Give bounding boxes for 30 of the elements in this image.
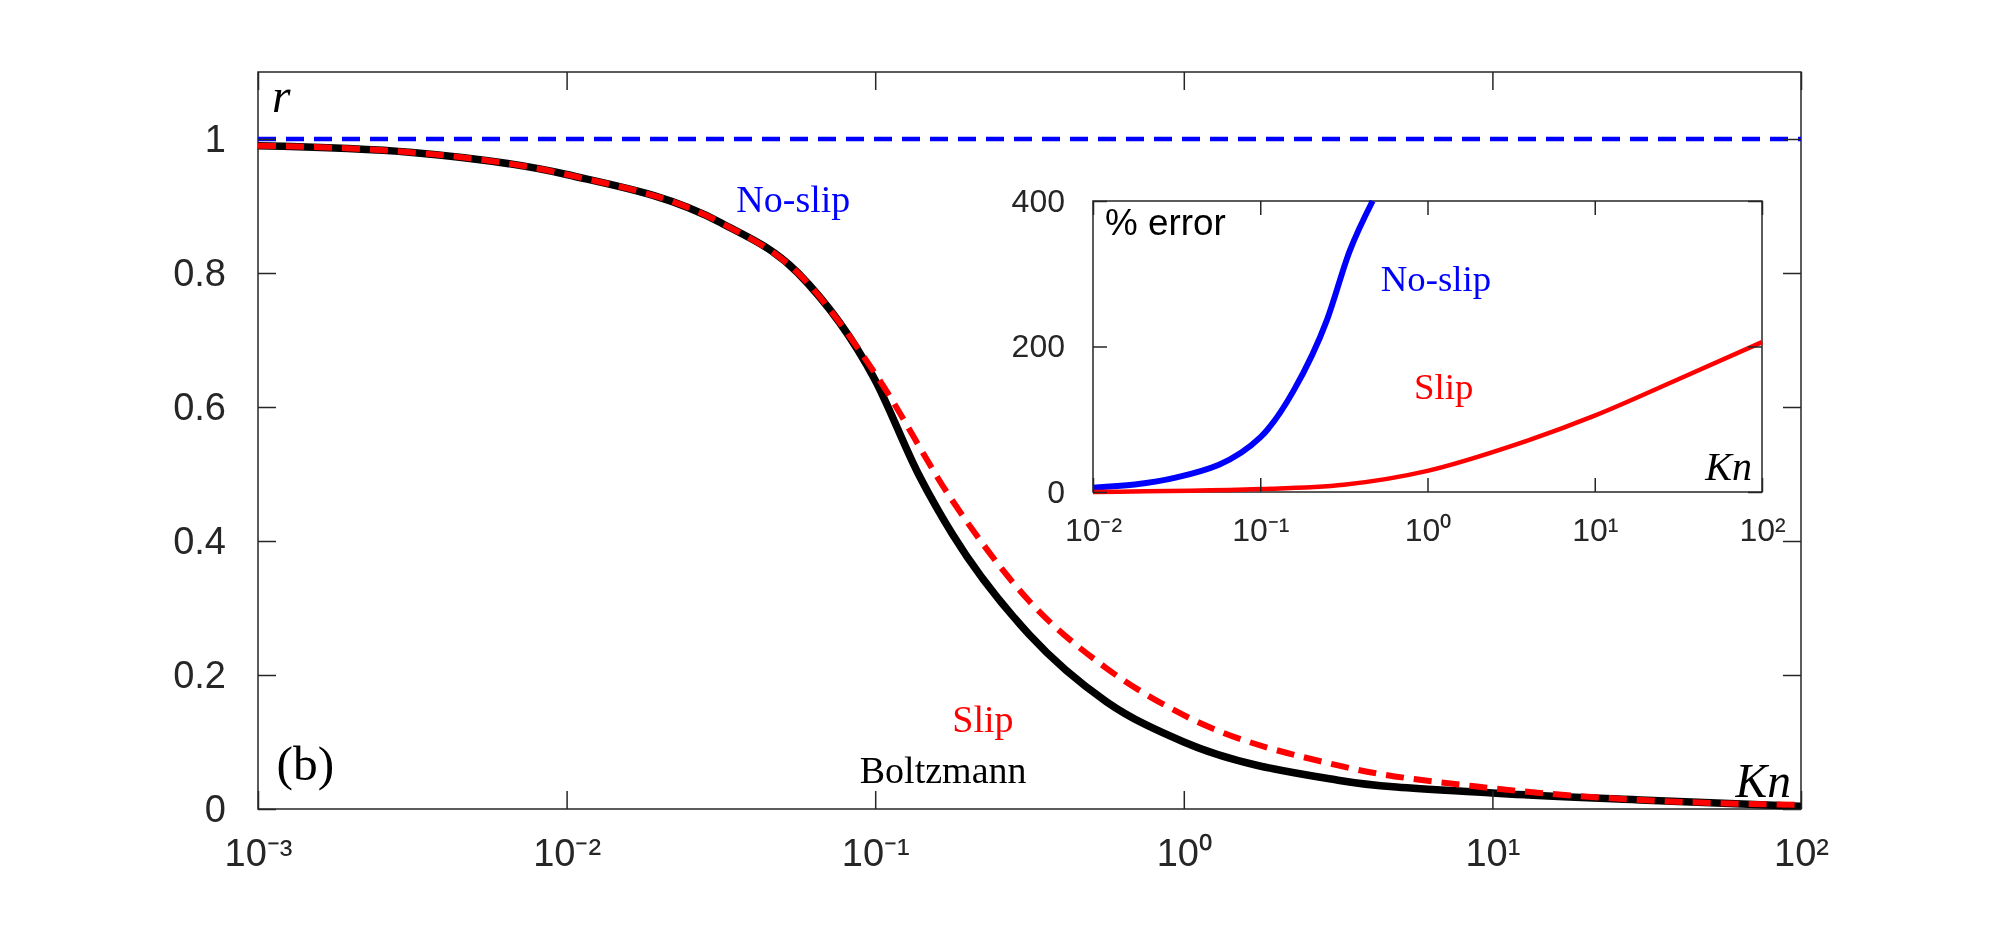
annotation: (b) — [276, 735, 335, 791]
x-tick-label: 10⁻³ — [224, 831, 293, 874]
x-tick-label: 10¹ — [1465, 831, 1521, 874]
x-tick-label: 10⁻¹ — [841, 831, 910, 874]
y-tick-label: 200 — [1011, 328, 1065, 365]
series-label: No-slip — [736, 178, 851, 221]
x-tick-label: 10² — [1739, 511, 1786, 548]
x-axis-title: Kn — [1734, 755, 1791, 807]
x-tick-label: 10⁻² — [1064, 511, 1123, 548]
x-tick-label: 10² — [1774, 831, 1829, 874]
text: Slip — [952, 697, 1014, 740]
y-axis-title: r — [272, 69, 291, 122]
y-tick-label: 400 — [1011, 182, 1065, 219]
x-tick-label: 10⁻² — [533, 831, 602, 874]
y-axis-title: % error — [1105, 201, 1226, 243]
x-tick-label: 10⁻¹ — [1232, 511, 1290, 548]
y-tick-label: 0.8 — [173, 251, 226, 294]
x-tick-label: 10⁰ — [1156, 831, 1212, 874]
series-label: Slip — [1414, 365, 1474, 407]
y-tick-label: 0 — [1047, 473, 1065, 510]
text: Boltzmann — [859, 749, 1027, 792]
y-tick-label: 0.2 — [173, 653, 226, 696]
x-axis-title: Kn — [1704, 444, 1752, 489]
x-tick-label: 10¹ — [1572, 511, 1619, 548]
y-tick-label: 1 — [204, 117, 226, 160]
x-tick-label: 10⁰ — [1404, 511, 1452, 548]
series-label: No-slip — [1380, 258, 1492, 300]
y-tick-label: 0.4 — [173, 519, 226, 562]
y-tick-label: 0 — [204, 787, 226, 830]
y-tick-label: 0.6 — [173, 385, 226, 428]
